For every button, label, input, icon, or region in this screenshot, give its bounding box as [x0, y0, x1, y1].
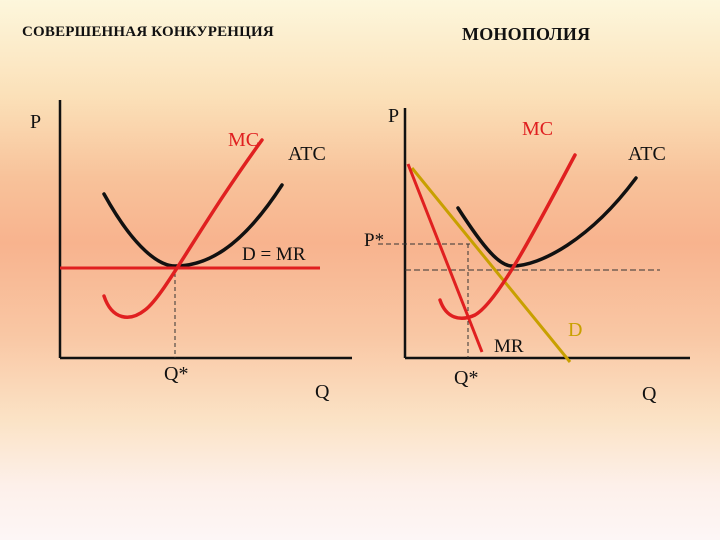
right-atc-curve — [456, 176, 638, 268]
monopoly-title: МОНОПОЛИЯ — [462, 24, 591, 44]
left-atc-label: ATC — [288, 143, 326, 165]
right-mr-line — [406, 163, 484, 353]
right-mc-curve — [438, 153, 577, 320]
right-demand-line — [410, 167, 572, 363]
left-demand-label: D = MR — [242, 244, 306, 265]
left-q-axis-label: Q — [315, 381, 330, 403]
right-p-star-label: P* — [364, 230, 384, 251]
left-p-axis-label: P — [30, 111, 41, 133]
monopoly-graph: P MC ATC P* MR D Q* Q — [364, 105, 690, 405]
left-atc-curve — [102, 183, 284, 268]
right-demand-label: D — [568, 319, 582, 341]
right-atc-label: ATC — [628, 143, 666, 165]
right-q-star-label: Q* — [454, 367, 478, 389]
right-mc-label: MC — [522, 118, 553, 140]
right-p-axis-label: P — [388, 105, 399, 127]
perfect-competition-title: СОВЕРШЕННАЯ КОНКУРЕНЦИЯ — [22, 24, 274, 40]
left-mc-curve — [102, 138, 264, 319]
left-q-star-label: Q* — [164, 363, 188, 385]
perfect-competition-graph: P MC ATC D = MR Q* Q — [30, 100, 352, 403]
right-q-axis-label: Q — [642, 383, 657, 405]
right-mr-label: MR — [494, 336, 524, 357]
left-mc-label: MC — [228, 129, 259, 151]
